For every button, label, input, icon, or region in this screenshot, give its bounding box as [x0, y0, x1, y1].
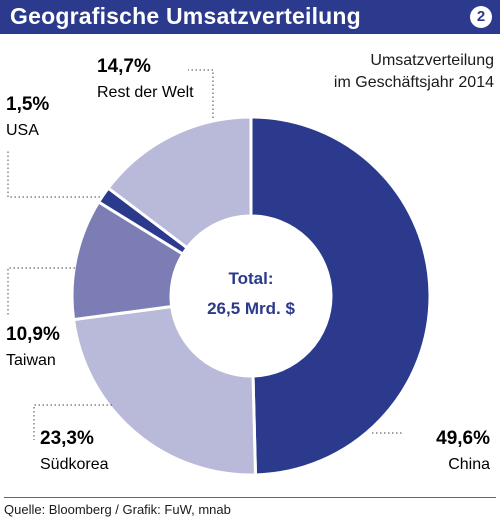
leader-line-usa: [7, 150, 100, 198]
subtitle-line-2: im Geschäftsjahr 2014: [333, 74, 494, 91]
value-label-china: 49,6%: [436, 428, 490, 449]
center-total-value: 26,5 Mrd. $: [207, 299, 295, 318]
leader-line-suedkorea: [33, 404, 112, 440]
chart-header: Geografische Umsatzverteilung 2: [0, 0, 500, 34]
value-label-taiwan: 10,9%: [6, 324, 60, 345]
category-label-china: China: [448, 456, 490, 473]
leader-line-rest-der-welt: [188, 69, 214, 118]
leader-line-taiwan: [7, 267, 75, 315]
center-total-label: Total:: [228, 269, 273, 288]
slices-group: [70, 115, 432, 477]
footer-divider: [4, 497, 496, 498]
subtitle-line-1: Umsatzverteilung: [370, 52, 494, 69]
figure-number-badge: 2: [470, 6, 492, 28]
category-label-usa: USA: [6, 122, 39, 139]
slice-rest-der-welt: [106, 115, 253, 250]
slice-suedkorea: [71, 304, 258, 477]
chart-subtitle: Umsatzverteilung im Geschäftsjahr 2014: [294, 50, 494, 94]
category-label-suedkorea: Südkorea: [40, 456, 109, 473]
value-label-suedkorea: 23,3%: [40, 428, 94, 449]
chart-title: Geografische Umsatzverteilung: [10, 3, 361, 29]
value-label-rest-der-welt: 14,7%: [97, 56, 151, 77]
source-note: Quelle: Bloomberg / Grafik: FuW, mnab: [4, 502, 231, 517]
category-label-taiwan: Taiwan: [6, 352, 56, 369]
leader-lines: [7, 69, 402, 440]
slice-china: [249, 115, 432, 477]
value-label-usa: 1,5%: [6, 94, 49, 115]
slice-labels: 49,6% China 23,3% Südkorea 10,9% Taiwan 1,5% US…: [6, 56, 490, 473]
category-label-rest-der-welt: Rest der Welt: [97, 84, 194, 101]
